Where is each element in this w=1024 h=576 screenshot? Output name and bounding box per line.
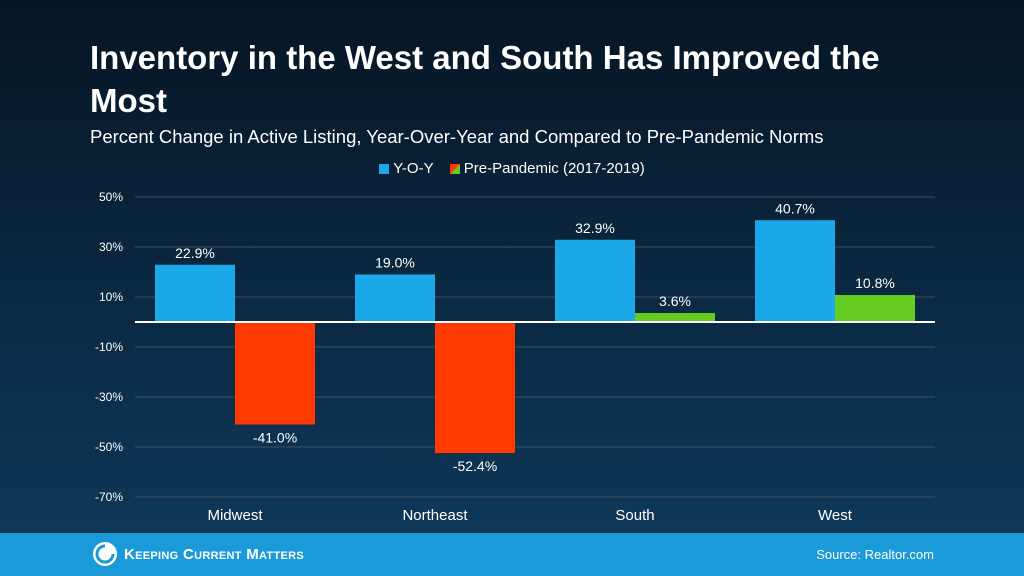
y-tick-label: 10% [99,290,123,304]
legend-item-yoy: Y-O-Y [379,160,434,177]
bar-pre-pandemic [235,322,315,425]
brand-logo: Keeping Current Matters [92,541,304,567]
data-label-pre-pandemic: -41.0% [253,430,297,446]
y-tick-label: -70% [95,490,123,504]
kcm-logo-icon [93,542,117,566]
y-tick-label: -50% [95,440,123,454]
data-label-yoy: 19.0% [375,255,415,271]
bar-yoy [555,239,635,322]
brand-name: Keeping Current Matters [124,545,304,563]
legend-swatch-yoy [379,163,390,174]
x-category-label: Midwest [207,507,263,524]
bar-pre-pandemic [435,322,515,453]
bar-pre-pandemic [635,313,715,322]
x-category-label: Northeast [402,507,468,524]
legend-label-pre-pandemic: Pre-Pandemic (2017-2019) [463,160,645,177]
y-tick-label: 50% [99,190,123,204]
data-label-pre-pandemic: 10.8% [855,275,895,291]
data-label-yoy: 32.9% [575,220,615,236]
data-label-yoy: 40.7% [775,200,815,216]
footer-bar: Keeping Current Matters Source: Realtor.… [0,533,1024,576]
bar-pre-pandemic [835,295,915,322]
bar-yoy [755,220,835,322]
bar-yoy [155,264,235,322]
legend-swatch-pre-pandemic [449,163,460,174]
y-tick-label: -30% [95,390,123,404]
legend-label-yoy: Y-O-Y [393,160,434,177]
x-category-label: West [818,507,853,524]
x-category-label: South [615,507,654,524]
chart-title: Inventory in the West and South Has Impr… [90,39,880,119]
legend: Y-O-Y Pre-Pandemic (2017-2019) [0,160,1024,178]
legend-item-pre-pandemic: Pre-Pandemic (2017-2019) [449,160,645,177]
data-label-pre-pandemic: -52.4% [453,458,497,474]
y-tick-label: -10% [95,340,123,354]
data-label-yoy: 22.9% [175,245,215,261]
source-note: Source: Realtor.com [816,547,934,562]
chart-subtitle: Percent Change in Active Listing, Year-O… [90,126,824,147]
data-label-pre-pandemic: 3.6% [659,293,691,309]
bar-yoy [355,274,435,322]
y-tick-label: 30% [99,240,123,254]
